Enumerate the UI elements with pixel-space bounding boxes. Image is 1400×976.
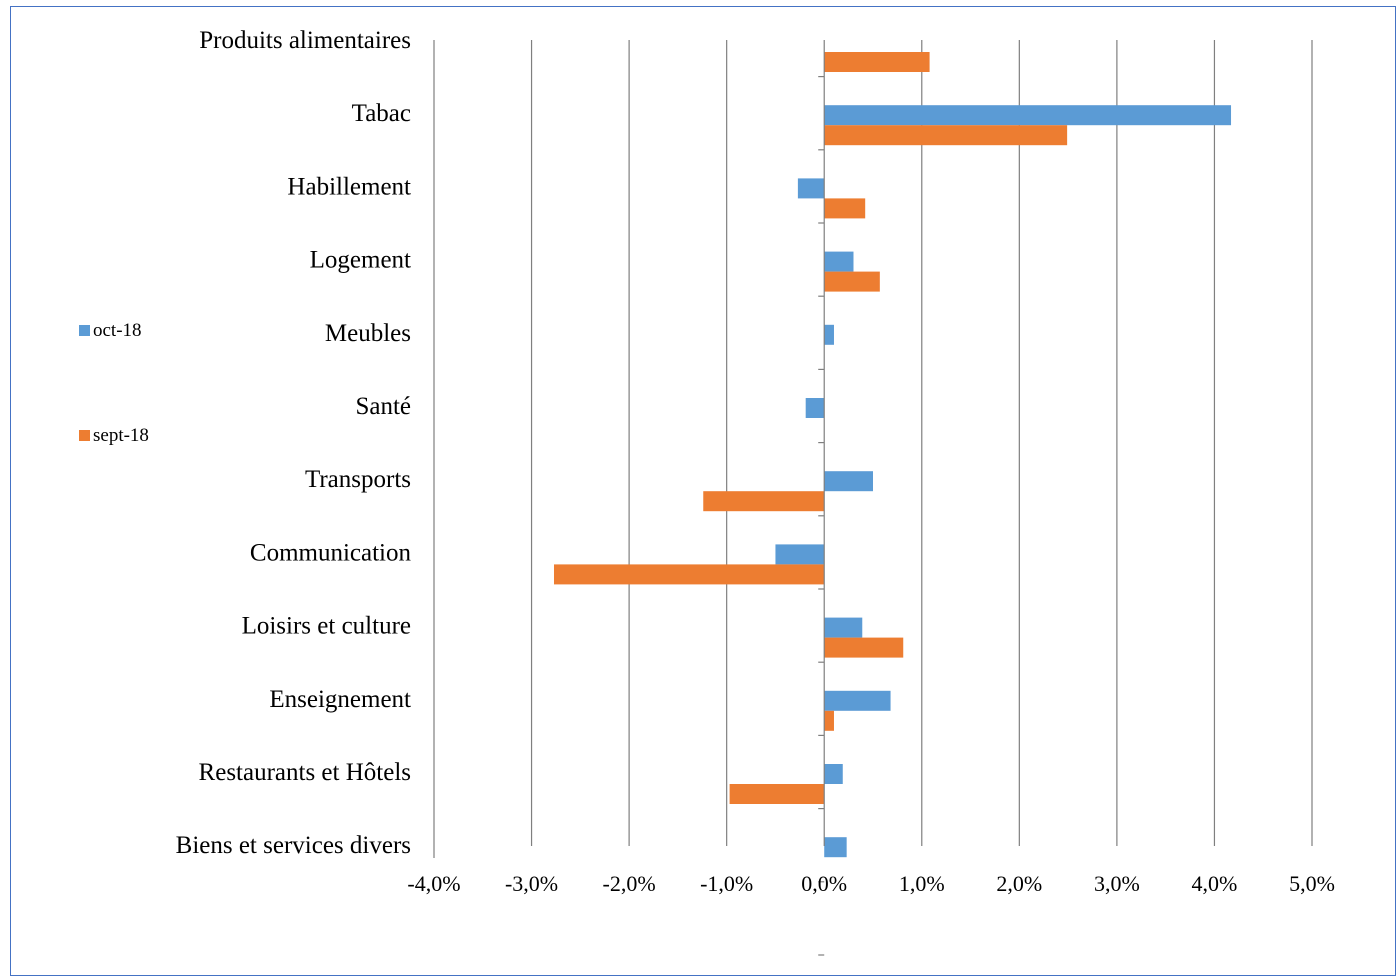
bar-sept-18-9: [824, 710, 834, 731]
bar-oct-18-11: [824, 837, 847, 858]
bar-sept-18-10: [729, 784, 825, 804]
x-tick-label: -2,0%: [603, 871, 656, 896]
x-tick-label: 2,0%: [996, 871, 1042, 896]
category-label: Biens et services divers: [176, 832, 411, 859]
bar-oct-18-7: [775, 544, 825, 565]
legend-label-oct-18: oct-18: [93, 320, 142, 341]
chart-frame: [10, 6, 1396, 976]
x-tick-label: 0,0%: [801, 871, 847, 896]
category-label: Meubles: [325, 320, 411, 347]
bar-sept-18-7: [553, 564, 825, 585]
legend: oct-18 sept-18: [79, 320, 149, 446]
bar-oct-18-10: [824, 764, 843, 784]
category-label: Communication: [250, 539, 412, 566]
category-label: Habillement: [287, 173, 411, 200]
bar-oct-18-4: [824, 324, 834, 345]
category-label: Enseignement: [269, 686, 411, 713]
bars: [553, 52, 1232, 858]
bar-oct-18-1: [824, 105, 1232, 126]
x-tick-label: 5,0%: [1289, 871, 1335, 896]
category-label: Loisirs et culture: [242, 613, 411, 640]
legend-label-sept-18: sept-18: [93, 425, 149, 446]
bar-sept-18-2: [824, 198, 866, 219]
x-tick-label: 3,0%: [1094, 871, 1140, 896]
category-label: Transports: [305, 466, 411, 493]
category-label: Logement: [310, 247, 411, 274]
bar-sept-18-8: [824, 637, 904, 658]
bar-sept-18-0: [824, 52, 930, 72]
bar-oct-18-9: [824, 690, 891, 711]
gridlines: [433, 40, 1313, 846]
bar-oct-18-8: [824, 617, 863, 638]
bar-oct-18-6: [824, 471, 873, 492]
x-tick-label: 4,0%: [1192, 871, 1238, 896]
bar-sept-18-6: [703, 491, 825, 512]
x-tick-label: -1,0%: [700, 871, 753, 896]
zero-axis: [433, 40, 825, 956]
category-label: Santé: [355, 393, 411, 420]
bar-oct-18-2: [797, 178, 825, 199]
x-tick-labels: -4,0% -3,0% -2,0% -1,0% 0,0% 1,0% 2,0% 3,0% 4,0%…: [407, 871, 1334, 896]
category-label: Produits alimentaires: [199, 27, 411, 54]
bar-sept-18-1: [824, 125, 1068, 146]
legend-swatch-sept-18: [79, 430, 90, 441]
category-label: Tabac: [352, 100, 411, 127]
legend-swatch-oct-18: [79, 325, 90, 336]
bar-sept-18-3: [824, 271, 880, 292]
category-label: Restaurants et Hôtels: [199, 759, 411, 786]
x-tick-label: 1,0%: [899, 871, 945, 896]
bar-oct-18-5: [805, 398, 825, 418]
bar-oct-18-3: [824, 251, 854, 272]
x-tick-label: -4,0%: [407, 871, 460, 896]
x-tick-label: -3,0%: [505, 871, 558, 896]
category-labels: Produits alimentaires Tabac Habillement Log…: [176, 27, 412, 859]
